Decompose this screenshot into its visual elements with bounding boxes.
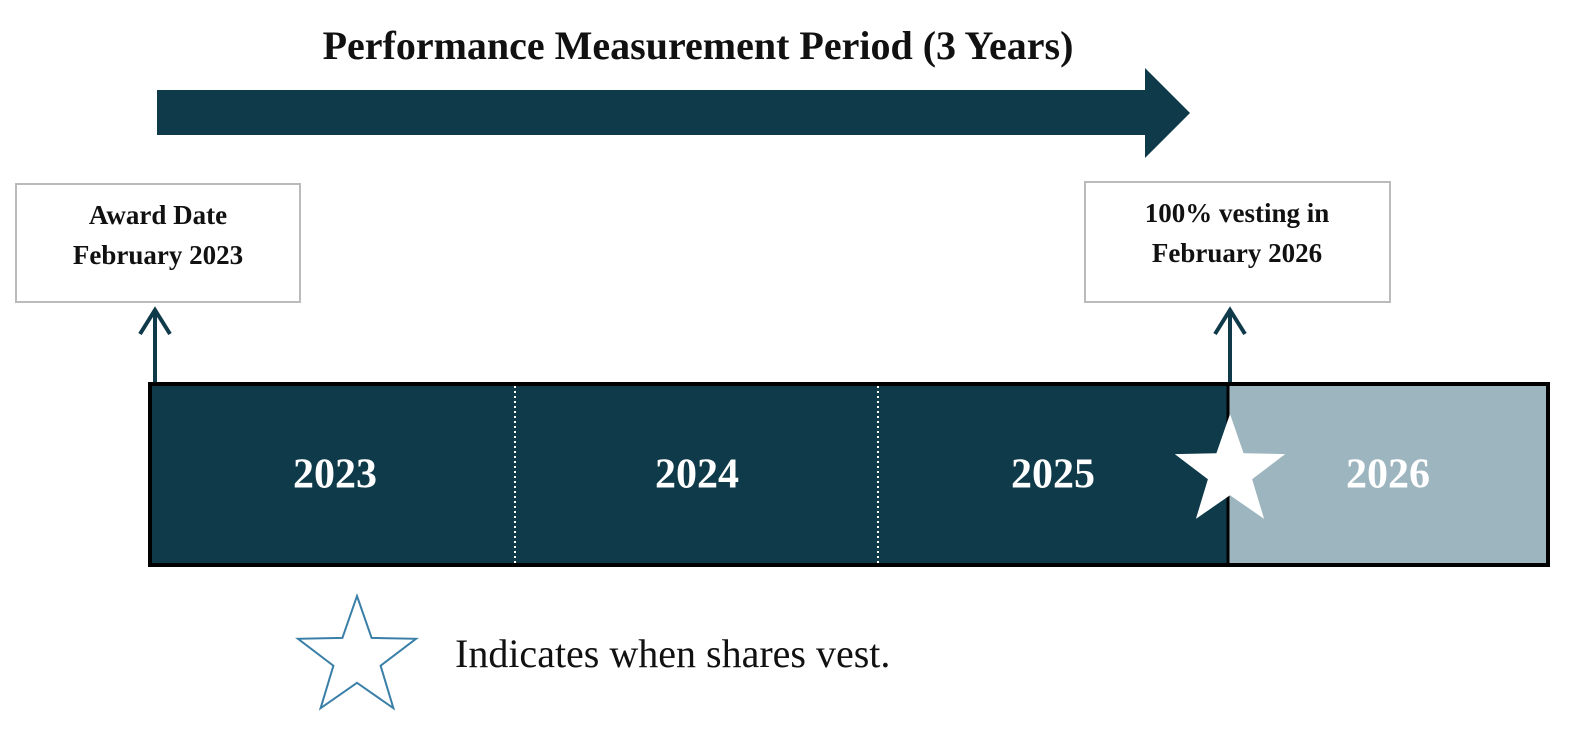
- vest-segment: [1228, 384, 1548, 565]
- legend-text: Indicates when shares vest.: [455, 631, 890, 676]
- box-line: February 2026: [1152, 238, 1322, 268]
- performance-segment: [150, 384, 1228, 565]
- year-label: 2024: [655, 452, 739, 498]
- vesting-box: [1084, 181, 1391, 303]
- box-line: Award Date: [89, 200, 227, 230]
- award-box: [15, 183, 301, 303]
- year-label: 2023: [293, 452, 377, 498]
- legend-star: [295, 592, 419, 711]
- title: Performance Measurement Period (3 Years): [323, 23, 1074, 68]
- pointer-arrows: [138, 306, 1247, 384]
- box-line: 100% vesting in: [1145, 198, 1330, 228]
- vest-star: [1174, 414, 1286, 519]
- year-label: 2026: [1346, 452, 1430, 498]
- year-label: 2025: [1011, 452, 1095, 498]
- period-arrow: [157, 68, 1190, 158]
- timeline-border: [148, 382, 1550, 567]
- box-line: February 2023: [73, 240, 243, 270]
